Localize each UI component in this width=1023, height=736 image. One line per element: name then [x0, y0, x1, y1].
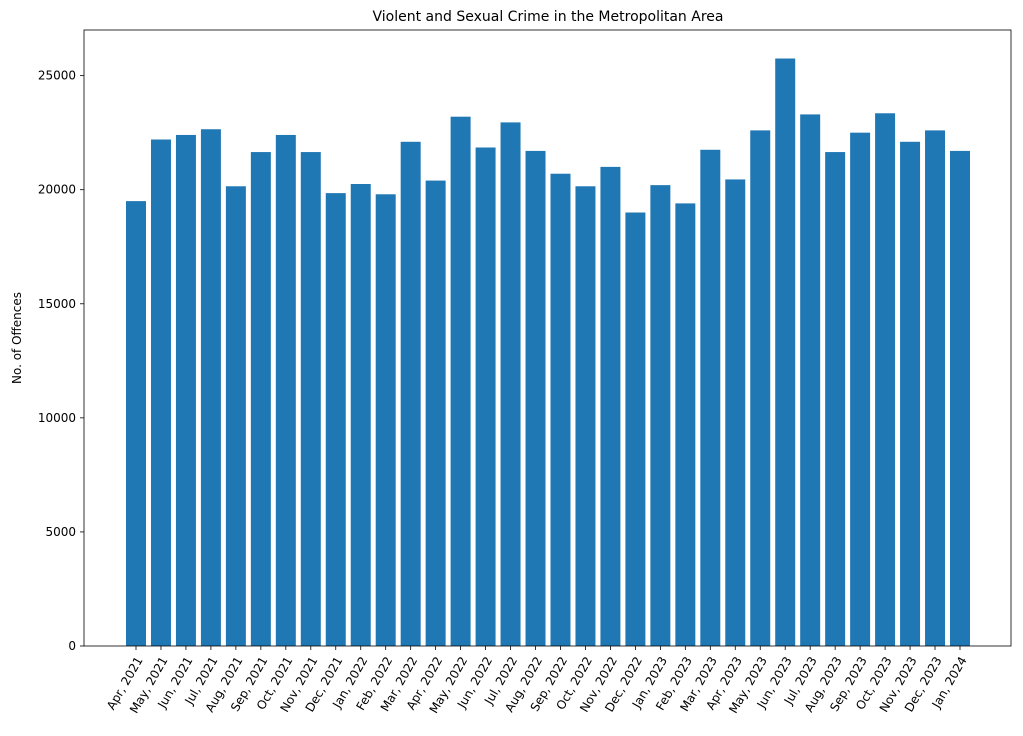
bar-13: [450, 116, 471, 646]
bar-3: [200, 129, 221, 647]
bar-9: [350, 184, 371, 646]
bar-17: [550, 173, 571, 647]
bar-10: [375, 194, 396, 646]
bar-29: [850, 132, 871, 647]
y-axis-label: No. of Offences: [10, 292, 24, 384]
bar-21: [650, 185, 671, 646]
y-tick-label-3: 15000: [38, 297, 76, 311]
bar-18: [575, 186, 596, 646]
y-tick-label-4: 20000: [38, 183, 76, 197]
bar-22: [675, 203, 696, 646]
bar-26: [775, 58, 796, 646]
bar-0: [126, 201, 146, 647]
bar-31: [900, 141, 921, 647]
bar-28: [825, 152, 846, 646]
bars-group: [126, 58, 970, 647]
y-tick-label-5: 25000: [38, 69, 76, 83]
y-ticks-group: 0 5000 10000 15000 20000 25000: [38, 69, 84, 653]
plot-frame: [83, 29, 1012, 647]
y-tick-label-1: 5000: [45, 525, 76, 539]
bar-8: [325, 193, 346, 646]
bar-15: [500, 122, 521, 646]
bar-32: [925, 130, 946, 646]
bar-1: [150, 139, 171, 646]
bar-11: [400, 141, 421, 647]
bar-20: [625, 212, 646, 646]
y-tick-label-0: 0: [68, 639, 76, 653]
bar-6: [275, 134, 296, 646]
bar-12: [425, 180, 446, 646]
bar-24: [725, 179, 746, 646]
bar-30: [875, 113, 896, 646]
bar-14: [475, 147, 496, 646]
bar-5: [250, 152, 271, 646]
bar-16: [525, 150, 546, 647]
bar-27: [800, 114, 821, 646]
bar-23: [700, 149, 721, 646]
bar-19: [600, 166, 621, 646]
y-tick-label-2: 10000: [38, 411, 76, 425]
bar-25: [750, 130, 771, 646]
bar-2: [175, 134, 196, 646]
bar-33: [950, 150, 970, 647]
chart-title: Violent and Sexual Crime in the Metropol…: [373, 9, 724, 25]
bar-7: [300, 152, 321, 646]
bar-4: [225, 186, 246, 646]
